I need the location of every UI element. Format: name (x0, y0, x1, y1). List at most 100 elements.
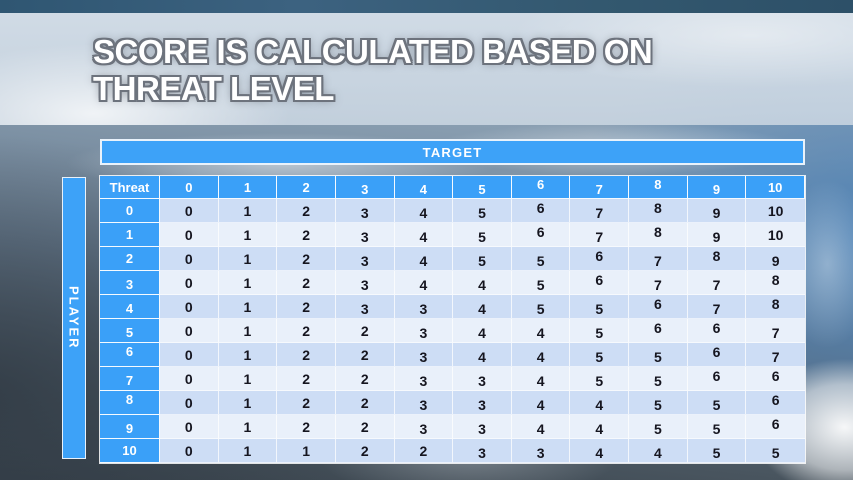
score-cell: 5 (629, 391, 688, 415)
score-cell: 6 (511, 199, 571, 223)
score-cell: 2 (277, 247, 336, 271)
score-cell: 5 (453, 199, 512, 223)
target-axis-label: TARGET (100, 139, 805, 165)
score-cell: 6 (629, 319, 688, 343)
score-cell: 2 (277, 391, 336, 415)
row-header-cell: 0 (100, 199, 160, 223)
score-cell: 7 (746, 343, 805, 367)
score-cell: 4 (511, 319, 571, 343)
col-header-cell: 2 (277, 176, 336, 199)
row-header-cell: 5 (100, 319, 160, 343)
score-cell: 2 (277, 415, 336, 439)
score-cell: 6 (511, 223, 571, 247)
score-cell: 9 (687, 223, 747, 247)
score-cell: 4 (453, 343, 512, 367)
score-cell: 2 (277, 199, 336, 223)
score-cell: 3 (335, 271, 395, 295)
score-cell: 5 (453, 247, 512, 271)
score-cell: 0 (160, 367, 219, 391)
target-axis-label-text: TARGET (422, 144, 483, 160)
score-cell: 2 (277, 295, 336, 319)
score-cell: 7 (629, 247, 688, 271)
score-cell: 8 (629, 223, 688, 247)
slide-title-line-2: THREAT LEVEL (93, 70, 334, 107)
score-cell: 0 (160, 439, 219, 463)
score-cell: 3 (453, 415, 512, 439)
score-cell: 5 (511, 247, 571, 271)
row-header-cell: 9 (100, 415, 160, 439)
score-cell: 2 (277, 271, 336, 295)
row-header-cell: 8 (100, 391, 160, 415)
score-cell: 2 (335, 391, 395, 415)
score-matrix-table: Threat 0 1 2 3 4 5 6 7 8 9 10 0 0 1 2 3 4 5 6 7 8 9 10 1 0 1 2 3 4 5 6 7… (100, 176, 805, 463)
score-cell: 0 (160, 391, 219, 415)
col-header-cell: 3 (335, 176, 395, 199)
score-cell: 3 (335, 247, 395, 271)
score-cell: 6 (629, 295, 688, 319)
score-cell: 7 (687, 295, 747, 319)
score-cell: 1 (218, 319, 278, 343)
score-cell: 1 (218, 223, 278, 247)
score-cell: 0 (160, 415, 219, 439)
col-header-cell: 0 (160, 176, 219, 199)
score-cell: 6 (746, 367, 805, 391)
score-cell: 4 (453, 295, 512, 319)
score-cell: 3 (335, 295, 395, 319)
score-cell: 5 (687, 415, 747, 439)
score-cell: 10 (746, 223, 805, 247)
score-cell: 6 (746, 415, 805, 439)
score-cell: 5 (453, 223, 512, 247)
score-cell: 2 (277, 223, 336, 247)
score-cell: 9 (746, 247, 805, 271)
score-cell: 4 (394, 199, 454, 223)
score-cell: 1 (218, 271, 278, 295)
score-cell: 1 (218, 367, 278, 391)
score-cell: 3 (453, 367, 512, 391)
score-cell: 10 (746, 199, 805, 223)
score-cell: 5 (511, 295, 571, 319)
score-cell: 4 (511, 415, 571, 439)
score-cell: 8 (687, 247, 747, 271)
score-cell: 4 (394, 223, 454, 247)
col-header-cell: 4 (394, 176, 454, 199)
score-cell: 6 (746, 391, 805, 415)
score-cell: 3 (335, 223, 395, 247)
score-cell: 5 (629, 367, 688, 391)
score-cell: 2 (277, 343, 336, 367)
col-header-cell: 6 (511, 176, 571, 199)
score-cell: 8 (746, 271, 805, 295)
slide-title-line-1: SCORE IS CALCULATED BASED ON (93, 33, 653, 70)
score-cell: 3 (394, 343, 454, 367)
score-cell: 2 (277, 319, 336, 343)
score-cell: 4 (453, 271, 512, 295)
score-cell: 4 (394, 271, 454, 295)
row-header-cell: 6 (100, 343, 160, 367)
score-cell: 3 (335, 199, 395, 223)
row-header-cell: 10 (100, 439, 160, 463)
col-header-cell: 1 (218, 176, 278, 199)
score-cell: 2 (335, 415, 395, 439)
score-cell: 2 (335, 367, 395, 391)
score-cell: 2 (335, 439, 395, 463)
col-header-cell: 10 (746, 176, 805, 199)
col-header-cell: 9 (687, 176, 747, 199)
score-cell: 2 (277, 367, 336, 391)
row-header-cell: 1 (100, 223, 160, 247)
row-header-cell: 4 (100, 295, 160, 319)
col-header-cell: 7 (570, 176, 630, 199)
score-cell: 6 (570, 271, 630, 295)
score-cell: 5 (511, 271, 571, 295)
score-cell: 4 (453, 319, 512, 343)
player-axis-label-text: PLAYER (66, 286, 82, 350)
score-cell: 1 (277, 439, 336, 463)
score-cell: 8 (629, 199, 688, 223)
score-cell: 0 (160, 319, 219, 343)
score-cell: 6 (687, 367, 747, 391)
slide-title: SCORE IS CALCULATED BASED ON THREAT LEVE… (93, 33, 733, 107)
col-header-cell: 5 (453, 176, 512, 199)
score-cell: 7 (746, 319, 805, 343)
score-cell: 1 (218, 439, 278, 463)
score-cell: 0 (160, 343, 219, 367)
score-cell: 2 (335, 319, 395, 343)
score-cell: 3 (453, 391, 512, 415)
